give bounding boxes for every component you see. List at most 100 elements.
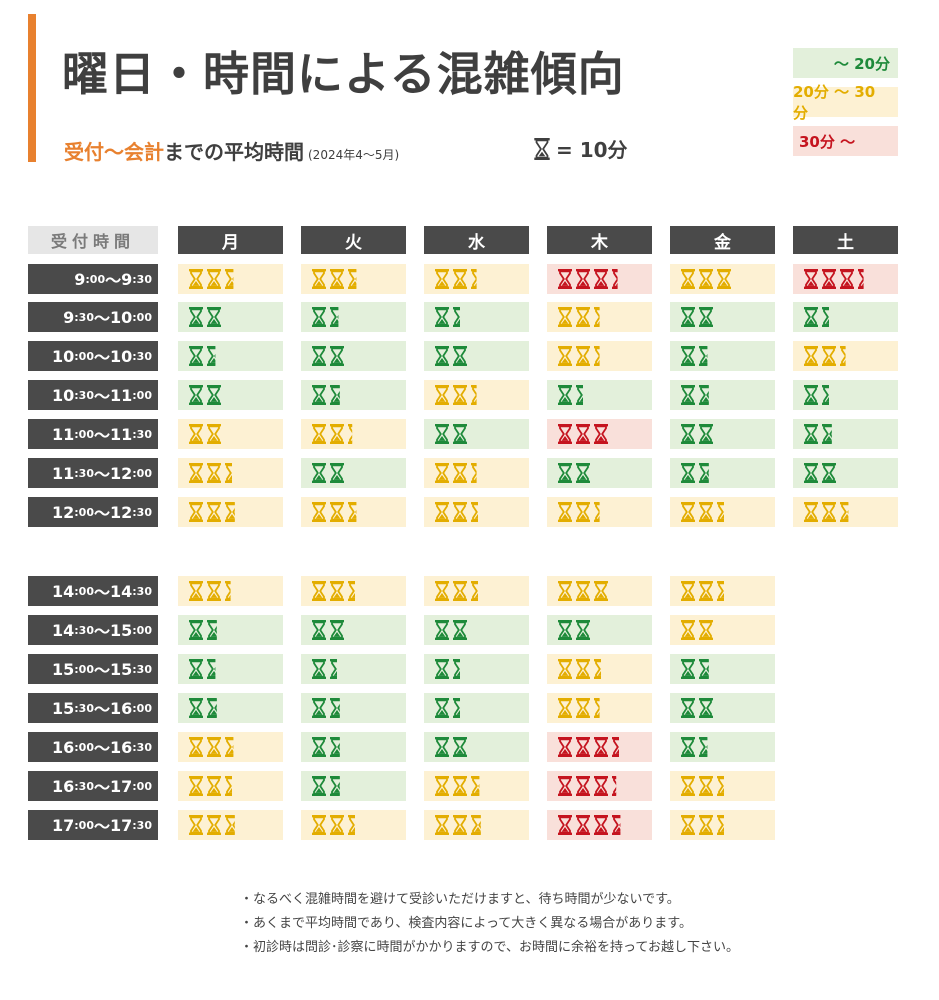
hourglass-icon <box>225 502 235 522</box>
hourglass-icon <box>453 424 467 444</box>
hourglass-icon <box>330 346 344 366</box>
time-part: ～ <box>94 700 111 719</box>
time-cell <box>547 732 652 762</box>
note-line: ・初診時は問診･診察に時間がかかりますので、お時間に余裕を持ってお越し下さい。 <box>240 940 739 955</box>
hourglass-icon <box>699 737 708 757</box>
hourglass-icon <box>594 581 608 601</box>
hourglass-icon <box>453 620 467 640</box>
time-part: 12 <box>52 502 75 522</box>
hourglass-icon <box>717 776 724 796</box>
hourglass-icon <box>225 581 231 601</box>
hourglass-icon <box>312 659 326 679</box>
hourglass-icon <box>699 424 713 444</box>
time-cell <box>301 693 406 723</box>
hourglass-icon <box>207 698 217 718</box>
subtitle-highlight: 受付～会計 <box>64 140 164 164</box>
time-cell <box>547 458 652 488</box>
time-cell <box>178 264 283 294</box>
hourglass-icon <box>330 307 339 327</box>
hourglass-icon <box>435 698 449 718</box>
time-slot-label: 14:30 ～ 15:00 <box>28 615 158 645</box>
hourglass-icon <box>681 737 695 757</box>
hourglass-icon <box>576 776 590 796</box>
time-part: ～ <box>94 661 111 680</box>
unit-legend: = 10分 <box>534 134 628 163</box>
time-part: ～ <box>94 387 111 406</box>
time-cell <box>424 771 529 801</box>
hourglass-icon <box>681 620 695 640</box>
hourglass-icon <box>189 502 203 522</box>
time-part: ～ <box>105 271 122 290</box>
hourglass-icon <box>189 737 203 757</box>
time-cell <box>547 576 652 606</box>
hourglass-icon <box>699 698 713 718</box>
hourglass-icon <box>858 269 864 289</box>
time-cell <box>547 810 652 840</box>
hourglass-icon <box>594 502 600 522</box>
time-cell <box>793 302 898 332</box>
hourglass-icon <box>558 698 572 718</box>
time-part: 14 <box>52 581 75 601</box>
hourglass-icon <box>558 776 572 796</box>
hourglass-icon <box>822 269 836 289</box>
hourglass-icon <box>681 463 695 483</box>
day-header: 水 <box>424 226 529 254</box>
time-slot-label: 10:00 ～ 10:30 <box>28 341 158 371</box>
time-cell <box>178 380 283 410</box>
time-slot-label: 14:00 ～ 14:30 <box>28 576 158 606</box>
hourglass-icon <box>225 737 234 757</box>
time-part: :30 <box>132 505 152 519</box>
time-cell <box>301 264 406 294</box>
hourglass-icon <box>207 307 221 327</box>
hourglass-icon <box>348 581 355 601</box>
hourglass-icon <box>699 269 713 289</box>
time-slot-label: 11:30 ～ 12:00 <box>28 458 158 488</box>
hourglass-icon <box>453 502 467 522</box>
time-slot-label: 9:30 ～ 10:00 <box>28 302 158 332</box>
hourglass-icon <box>804 463 818 483</box>
hourglass-icon <box>312 346 326 366</box>
day-header: 月 <box>178 226 283 254</box>
hourglass-icon <box>207 737 221 757</box>
time-cell <box>547 615 652 645</box>
time-part: :30 <box>74 623 94 637</box>
hourglass-icon <box>348 815 355 835</box>
hourglass-icon <box>681 776 695 796</box>
hourglass-icon <box>330 502 344 522</box>
time-part: 16 <box>52 776 75 796</box>
hourglass-icon <box>558 659 572 679</box>
hourglass-icon <box>330 737 340 757</box>
time-part: :00 <box>132 779 152 793</box>
time-part: 11 <box>52 424 75 444</box>
time-cell <box>178 810 283 840</box>
hourglass-icon <box>435 463 449 483</box>
time-part: 10 <box>110 307 133 327</box>
hourglass-icon <box>471 581 478 601</box>
time-part: :00 <box>85 272 106 286</box>
hourglass-icon <box>453 815 467 835</box>
time-part: ～ <box>94 504 111 523</box>
time-part: 14 <box>110 581 133 601</box>
hourglass-icon <box>207 776 221 796</box>
hourglass-icon <box>558 581 572 601</box>
hourglass-icon <box>435 659 449 679</box>
time-cell <box>547 693 652 723</box>
hourglass-icon <box>312 776 326 796</box>
time-part: 9 <box>63 307 75 327</box>
hourglass-icon <box>312 463 326 483</box>
hourglass-icon <box>558 385 572 405</box>
time-part: 10 <box>52 385 75 405</box>
hourglass-icon <box>576 815 590 835</box>
hourglass-icon <box>558 424 572 444</box>
hourglass-icon <box>594 346 600 366</box>
day-header: 火 <box>301 226 406 254</box>
time-cell <box>424 576 529 606</box>
time-part: :30 <box>132 349 152 363</box>
time-part: :00 <box>74 818 94 832</box>
hourglass-icon <box>453 385 467 405</box>
time-cell <box>424 497 529 527</box>
hourglass-icon <box>207 424 221 444</box>
hourglass-icon <box>330 815 344 835</box>
hourglass-icon <box>804 502 818 522</box>
hourglass-icon <box>189 698 203 718</box>
